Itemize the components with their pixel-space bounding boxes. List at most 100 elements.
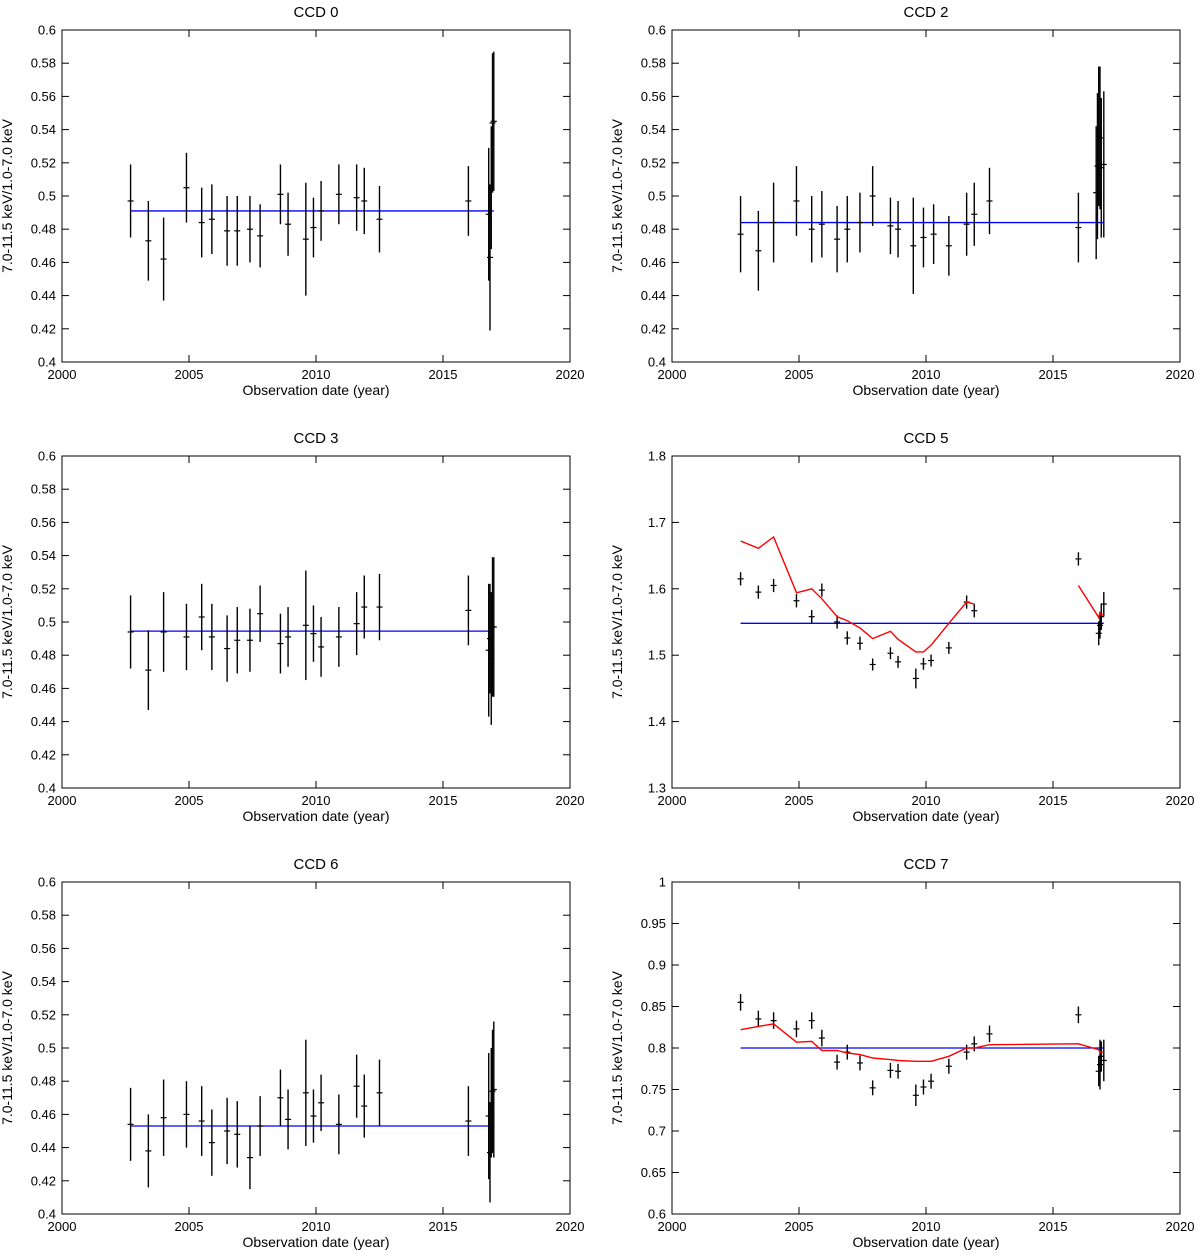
x-tick-label: 2015 xyxy=(1039,367,1068,382)
x-axis-label: Observation date (year) xyxy=(852,808,999,824)
data-point xyxy=(285,1089,292,1150)
data-point xyxy=(335,1094,342,1155)
data-point xyxy=(834,1054,841,1070)
data-point xyxy=(246,1126,253,1190)
x-tick-label: 2015 xyxy=(1039,1219,1068,1234)
y-tick-label: 0.56 xyxy=(641,89,666,104)
data-point xyxy=(198,583,205,651)
data-point xyxy=(895,200,902,258)
data-point xyxy=(963,192,970,256)
data-point xyxy=(160,217,167,301)
data-point xyxy=(1096,1039,1103,1090)
y-tick-label: 0.58 xyxy=(31,908,56,923)
data-point xyxy=(353,1054,360,1118)
y-tick-label: 1.8 xyxy=(648,449,666,464)
chart-panel-4: CCD 6 Observation date (year) 7.0-11.5 keV… xyxy=(0,856,584,1250)
x-tick-label: 2015 xyxy=(429,793,458,808)
x-tick-label: 2000 xyxy=(48,1219,77,1234)
data-point xyxy=(971,182,978,246)
data-point xyxy=(770,578,777,593)
data-point xyxy=(920,657,927,670)
data-point xyxy=(234,196,241,266)
x-tick-label: 2020 xyxy=(556,793,585,808)
x-tick-label: 2015 xyxy=(1039,793,1068,808)
data-point xyxy=(208,184,215,255)
data-point xyxy=(318,1074,325,1131)
data-point xyxy=(928,654,935,667)
data-point xyxy=(376,573,383,641)
data-point xyxy=(335,164,342,225)
data-point xyxy=(808,196,815,263)
y-tick-label: 0.9 xyxy=(648,958,666,973)
data-point xyxy=(1075,1006,1082,1024)
data-point xyxy=(486,184,493,331)
data-point xyxy=(465,1086,472,1156)
data-point xyxy=(808,1012,815,1029)
y-tick-label: 0.46 xyxy=(641,255,666,270)
data-point xyxy=(844,631,851,645)
data-point xyxy=(737,572,744,586)
data-point xyxy=(912,1084,919,1107)
data-point xyxy=(818,1029,825,1047)
data-point xyxy=(490,557,497,697)
data-point xyxy=(887,197,894,255)
chart-panel-0: CCD 0 Observation date (year) 7.0-11.5 keV… xyxy=(0,4,584,398)
data-point xyxy=(224,1097,231,1165)
y-tick-label: 0.42 xyxy=(31,747,56,762)
data-point xyxy=(770,182,777,263)
data-point xyxy=(465,575,472,646)
x-tick-label: 2005 xyxy=(785,367,814,382)
chart-panel-5: CCD 7 Observation date (year) 7.0-11.5 keV… xyxy=(609,856,1194,1250)
plot-frame xyxy=(61,455,571,789)
x-tick-label: 2020 xyxy=(1166,1219,1195,1234)
y-tick-label: 0.56 xyxy=(31,89,56,104)
data-point xyxy=(224,196,231,266)
data-point xyxy=(793,594,800,608)
data-point xyxy=(277,164,284,225)
y-tick-label: 0.42 xyxy=(31,1173,56,1188)
y-tick-label: 0.44 xyxy=(31,714,56,729)
y-tick-label: 0.6 xyxy=(648,1207,666,1222)
chart-panel-1: CCD 2 Observation date (year) 7.0-11.5 keV… xyxy=(609,4,1194,398)
data-point xyxy=(277,1069,284,1127)
y-tick-label: 0.65 xyxy=(641,1165,666,1180)
data-point xyxy=(198,187,205,258)
y-tick-label: 0.56 xyxy=(31,941,56,956)
data-point xyxy=(1100,91,1107,238)
y-tick-label: 0.52 xyxy=(31,581,56,596)
y-tick-label: 0.48 xyxy=(31,648,56,663)
data-point xyxy=(208,1109,215,1176)
data-point xyxy=(318,617,325,677)
model-line xyxy=(1077,585,1104,620)
data-point xyxy=(963,1044,970,1060)
data-point xyxy=(361,167,368,235)
x-axis-label: Observation date (year) xyxy=(242,382,389,398)
data-point xyxy=(869,166,876,226)
y-tick-label: 0.6 xyxy=(38,23,56,38)
data-point xyxy=(257,1096,264,1156)
data-point xyxy=(971,604,978,618)
x-tick-label: 2000 xyxy=(658,793,687,808)
y-tick-label: 0.95 xyxy=(641,916,666,931)
data-point xyxy=(490,1021,497,1158)
y-tick-label: 0.54 xyxy=(641,122,666,137)
data-point xyxy=(808,610,815,624)
y-tick-label: 0.42 xyxy=(641,321,666,336)
y-tick-label: 0.7 xyxy=(648,1124,666,1139)
data-point xyxy=(318,181,325,241)
y-tick-label: 0.8 xyxy=(648,1041,666,1056)
data-point xyxy=(376,1059,383,1127)
y-tick-label: 0.46 xyxy=(31,255,56,270)
data-point xyxy=(353,592,360,656)
y-tick-label: 0.58 xyxy=(31,56,56,71)
y-tick-label: 0.54 xyxy=(31,548,56,563)
y-tick-label: 0.85 xyxy=(641,999,666,1014)
data-point xyxy=(945,1058,952,1074)
data-point xyxy=(285,607,292,667)
y-tick-label: 0.5 xyxy=(648,189,666,204)
data-point xyxy=(930,204,937,265)
data-point xyxy=(198,1086,205,1156)
data-point xyxy=(1075,552,1082,566)
y-tick-label: 0.54 xyxy=(31,974,56,989)
y-tick-label: 0.52 xyxy=(641,155,666,170)
